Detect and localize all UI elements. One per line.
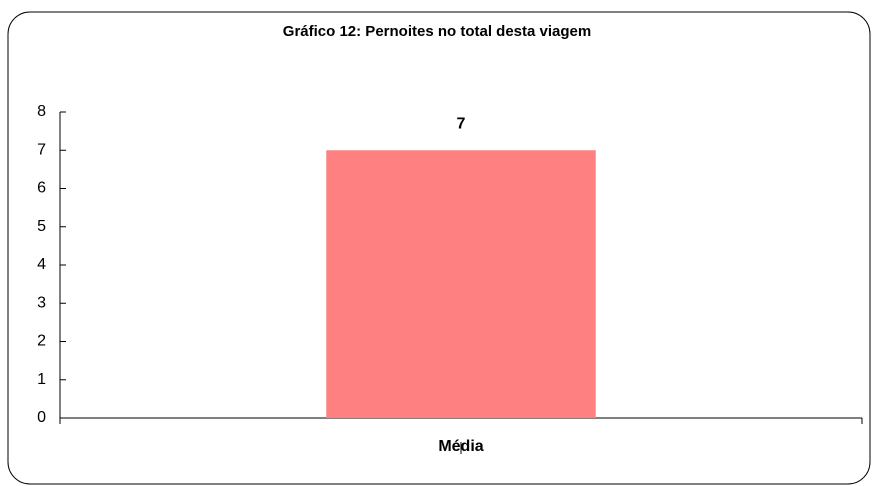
y-tick-label: 4 [37,256,46,273]
chart-title: Gráfico 12: Pernoites no total desta via… [283,23,591,40]
data-label: 7 [457,115,466,132]
y-tick-label: 0 [37,409,46,426]
x-tick-label: Média [438,438,483,455]
y-tick-label: 2 [37,333,46,350]
y-tick-label: 3 [37,294,46,311]
y-tick-label: 5 [37,218,46,235]
y-tick-label: 6 [37,180,46,197]
y-tick-label: 7 [37,141,46,158]
bar [326,150,596,418]
y-tick-label: 8 [37,103,46,120]
y-tick-label: 1 [37,371,46,388]
